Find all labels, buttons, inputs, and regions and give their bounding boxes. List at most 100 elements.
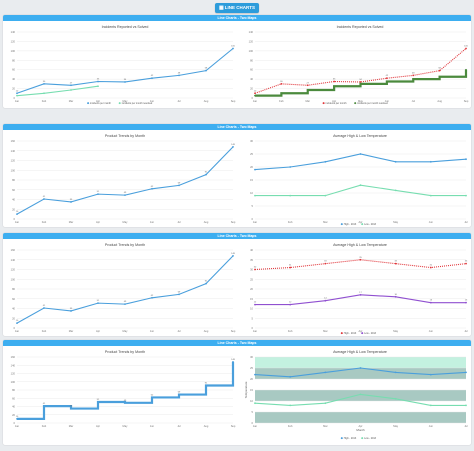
- data-point: [385, 80, 388, 83]
- y-tick-label: 40: [12, 77, 15, 81]
- y-tick-label: 30: [250, 139, 253, 143]
- x-tick-label: Jun: [385, 99, 390, 103]
- x-tick-label: Jul: [464, 329, 468, 333]
- y-tick-label: 0: [14, 96, 16, 100]
- line-charts-button[interactable]: ▦LINE CHARTS: [215, 3, 259, 13]
- x-tick-label: Aug: [437, 99, 442, 103]
- data-point: [151, 396, 153, 399]
- x-tick-label: Apr: [96, 424, 100, 428]
- data-point: [394, 295, 397, 298]
- data-point: [394, 371, 397, 374]
- x-tick-label: Jul: [177, 99, 181, 103]
- legend-marker: [361, 437, 364, 440]
- y-tick-label: 120: [249, 39, 254, 43]
- data-point: [289, 266, 292, 269]
- legend-label: High - 2013: [344, 332, 357, 335]
- data-label: 49: [124, 400, 127, 402]
- legend-marker: [340, 332, 343, 335]
- x-tick-label: Apr: [96, 99, 100, 103]
- x-tick-label: Jul: [464, 220, 468, 224]
- data-point: [359, 367, 362, 369]
- data-label: 58: [438, 68, 441, 70]
- y-tick-label: 60: [250, 68, 253, 72]
- y-tick-label: 20: [12, 207, 15, 211]
- data-label: 51: [97, 300, 100, 302]
- data-point: [232, 254, 234, 257]
- chart-5: Product Trends by Month 0 20 40 60 80 100 120 14…: [11, 243, 236, 333]
- data-point: [289, 166, 292, 168]
- data-point: [16, 213, 18, 216]
- data-label: 27: [307, 82, 310, 84]
- data-point: [394, 189, 397, 192]
- x-tick-label: Feb: [279, 99, 284, 103]
- data-point: [70, 201, 72, 203]
- chart-panel-4: Line Charts - Two Maps Product Trends by…: [3, 340, 471, 445]
- data-point: [306, 84, 309, 87]
- data-label: 58: [205, 68, 208, 70]
- data-label: 41: [43, 196, 46, 198]
- legend-label: incidents per month: [90, 102, 112, 105]
- data-point: [438, 69, 441, 72]
- data-point: [359, 153, 362, 155]
- data-label: 13: [465, 300, 468, 302]
- data-point: [97, 193, 99, 196]
- data-point: [429, 160, 432, 163]
- x-tick-label: Sep: [231, 99, 236, 103]
- data-point: [359, 258, 362, 261]
- y-tick-label: 20: [250, 87, 253, 91]
- chart-title: Product Trends by Month: [105, 350, 145, 354]
- x-tick-label: Jan: [15, 424, 20, 428]
- data-label: 148: [231, 144, 235, 146]
- data-point: [394, 262, 397, 265]
- data-label: 17: [359, 292, 362, 294]
- data-point: [359, 293, 362, 296]
- x-tick-label: Mar: [69, 329, 74, 333]
- data-point: [465, 404, 467, 407]
- y-tick-label: 40: [12, 198, 15, 202]
- data-label: 91: [205, 382, 208, 384]
- series-line: [254, 153, 467, 171]
- x-tick-label: Sep: [231, 424, 236, 428]
- data-point: [232, 361, 234, 363]
- data-point: [289, 303, 292, 306]
- data-point: [16, 92, 18, 95]
- legend-label: Low - 2013: [364, 332, 376, 335]
- data-label: 69: [178, 392, 181, 394]
- data-label: 91: [205, 172, 208, 174]
- legend-label: incidents per month: [326, 102, 348, 105]
- series-line: [16, 48, 234, 94]
- data-point: [254, 92, 256, 95]
- data-label: 10: [16, 211, 19, 213]
- x-tick-label: Feb: [288, 329, 293, 333]
- data-point: [205, 173, 207, 176]
- data-point: [124, 401, 126, 404]
- y-tick-label: 100: [11, 277, 16, 281]
- data-point: [429, 373, 432, 376]
- panel-header: Line Charts - Two Maps: [3, 340, 471, 346]
- y-tick-label: 120: [11, 268, 16, 272]
- data-point: [16, 322, 18, 325]
- data-point: [43, 92, 45, 95]
- x-tick-label: May: [393, 329, 399, 333]
- legend-label: Low - 2013: [364, 223, 376, 226]
- data-point: [465, 301, 467, 304]
- data-label: 30: [280, 81, 283, 83]
- data-point: [306, 89, 309, 91]
- x-tick-label: Jan: [253, 424, 258, 428]
- x-tick-label: Sep: [231, 329, 236, 333]
- y-tick-label: 10: [250, 191, 253, 195]
- data-label: 62: [151, 394, 154, 396]
- y-tick-label: 160: [11, 248, 16, 252]
- data-point: [70, 84, 72, 87]
- panel-header: Line Charts - Two Maps: [3, 15, 471, 21]
- data-label: 91: [205, 281, 208, 283]
- x-tick-label: Jun: [429, 220, 434, 224]
- y-tick-label: 120: [11, 159, 16, 163]
- data-point: [465, 371, 467, 374]
- y-tick-label: 5: [252, 410, 254, 414]
- x-tick-label: Apr: [358, 424, 362, 428]
- x-tick-label: Jul: [177, 220, 181, 224]
- data-label: 33: [394, 261, 397, 263]
- grid-icon: ▦: [219, 5, 224, 11]
- x-tick-label: Feb: [288, 220, 293, 224]
